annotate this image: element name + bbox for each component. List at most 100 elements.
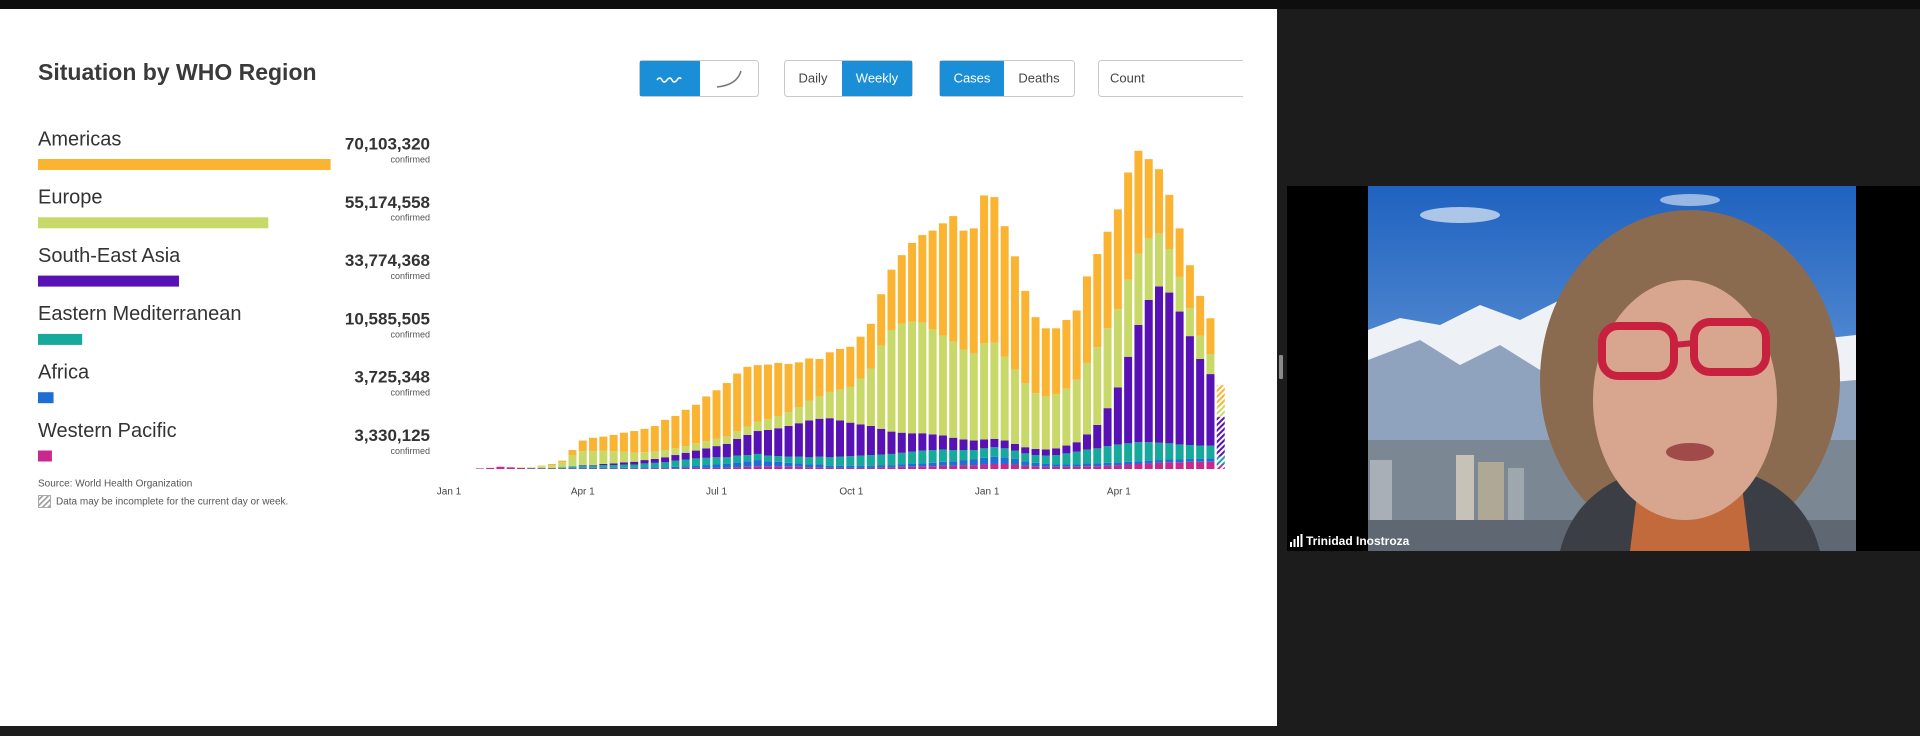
bar-segment bbox=[990, 447, 999, 457]
bar-segment bbox=[547, 468, 556, 469]
bar-segment bbox=[1165, 249, 1174, 293]
bar-segment bbox=[506, 467, 515, 469]
bar-segment bbox=[1000, 356, 1009, 441]
bar-segment bbox=[578, 465, 587, 468]
mouth bbox=[1666, 443, 1714, 461]
toggle-active[interactable] bbox=[940, 61, 1004, 96]
bar-segment bbox=[763, 419, 772, 430]
bar-segment bbox=[568, 468, 577, 469]
weekly-button[interactable]: Weekly bbox=[856, 70, 899, 85]
video-tile[interactable]: Trinidad Inostroza bbox=[1287, 186, 1920, 551]
cases-button[interactable]: Cases bbox=[954, 70, 991, 85]
scale-value[interactable]: Count bbox=[1110, 70, 1145, 85]
bar-segment bbox=[1052, 464, 1061, 467]
region-count-note: confirmed bbox=[390, 271, 430, 281]
bar-segment bbox=[599, 467, 608, 469]
bar-segment bbox=[681, 466, 690, 468]
bar-segment bbox=[671, 466, 680, 469]
bar-segment bbox=[702, 441, 711, 449]
bar-segment bbox=[825, 418, 834, 458]
bar-segment bbox=[836, 467, 845, 469]
bar-segment bbox=[959, 439, 968, 451]
bar-segment bbox=[1031, 393, 1040, 449]
bar-segment bbox=[1185, 265, 1194, 309]
bar-segment bbox=[568, 450, 577, 456]
bar-segment bbox=[681, 452, 690, 460]
bar-segment bbox=[980, 439, 989, 449]
bar-segment bbox=[722, 436, 731, 444]
bar-segment bbox=[784, 412, 793, 427]
bar-segment bbox=[938, 223, 947, 336]
bar-segment bbox=[640, 467, 649, 469]
incomplete-icon bbox=[38, 495, 51, 508]
bar-segment bbox=[630, 468, 639, 469]
bar-segment bbox=[877, 294, 886, 346]
bar-segment bbox=[1021, 447, 1030, 454]
bar-segment bbox=[609, 463, 618, 466]
region-name: Western Pacific bbox=[38, 420, 177, 442]
region-name: Eastern Mediterranean bbox=[38, 303, 241, 325]
bar-segment bbox=[609, 467, 618, 469]
bar-segment bbox=[1113, 387, 1122, 445]
bar-segment bbox=[753, 421, 762, 432]
bar-segment bbox=[1000, 457, 1009, 464]
bar-segment bbox=[1185, 458, 1194, 462]
bar-segment bbox=[1031, 448, 1040, 456]
bar-segment bbox=[1103, 328, 1112, 409]
bar-segment bbox=[712, 464, 721, 468]
deaths-button[interactable]: Deaths bbox=[1018, 70, 1060, 85]
bar-segment bbox=[1216, 417, 1225, 457]
bar-segment bbox=[959, 465, 968, 469]
bar-segment bbox=[702, 448, 711, 458]
bar-segment bbox=[938, 465, 947, 469]
bar-segment bbox=[578, 451, 587, 466]
region-bar bbox=[38, 333, 83, 345]
chart-style-toggle[interactable] bbox=[639, 60, 759, 97]
bar-segment bbox=[599, 463, 608, 466]
bar-segment bbox=[928, 466, 937, 469]
bar-segment bbox=[1196, 335, 1205, 360]
bar-segment bbox=[753, 365, 762, 422]
bar-segment bbox=[949, 437, 958, 451]
bar-segment bbox=[1052, 328, 1061, 395]
bar-segment bbox=[1124, 356, 1133, 444]
bar-segment bbox=[661, 462, 670, 468]
daily-button[interactable]: Daily bbox=[799, 70, 828, 85]
bar-segment bbox=[815, 464, 824, 468]
bar-segment bbox=[733, 462, 742, 468]
scale-dropdown[interactable] bbox=[1098, 60, 1269, 97]
bar-segment bbox=[980, 457, 989, 465]
bar-segment bbox=[589, 465, 598, 466]
bar-segment bbox=[691, 465, 700, 468]
bar-segment bbox=[1113, 462, 1122, 466]
bar-segment bbox=[928, 434, 937, 451]
bar-segment bbox=[1165, 194, 1174, 250]
bar-segment bbox=[928, 450, 937, 463]
bar-segment bbox=[866, 455, 875, 466]
bar-segment bbox=[702, 457, 711, 466]
bar-segment bbox=[1124, 443, 1133, 462]
bar-segment bbox=[1134, 253, 1143, 325]
bar-segment bbox=[784, 466, 793, 469]
glasses bbox=[1598, 322, 1678, 380]
bar-segment bbox=[774, 415, 783, 429]
curve-icon[interactable] bbox=[716, 70, 742, 88]
bar-segment bbox=[619, 451, 628, 463]
bar-segment bbox=[1010, 458, 1019, 465]
bar-segment bbox=[671, 455, 680, 461]
source: Source: World Health Organization bbox=[38, 479, 192, 490]
bar-segment bbox=[630, 461, 639, 465]
bar-segment bbox=[599, 436, 608, 451]
bar-segment bbox=[1206, 461, 1215, 469]
toggle-active[interactable] bbox=[842, 61, 912, 96]
bar-segment bbox=[1103, 231, 1112, 329]
bar-segment bbox=[691, 443, 700, 451]
bar-segment bbox=[836, 465, 845, 468]
bar-segment bbox=[589, 468, 598, 469]
bar-segment bbox=[928, 230, 937, 330]
bar-segment bbox=[1196, 359, 1205, 446]
split-handle[interactable] bbox=[1279, 355, 1283, 379]
bar-segment bbox=[1144, 159, 1153, 239]
bar-segment bbox=[1196, 295, 1205, 336]
